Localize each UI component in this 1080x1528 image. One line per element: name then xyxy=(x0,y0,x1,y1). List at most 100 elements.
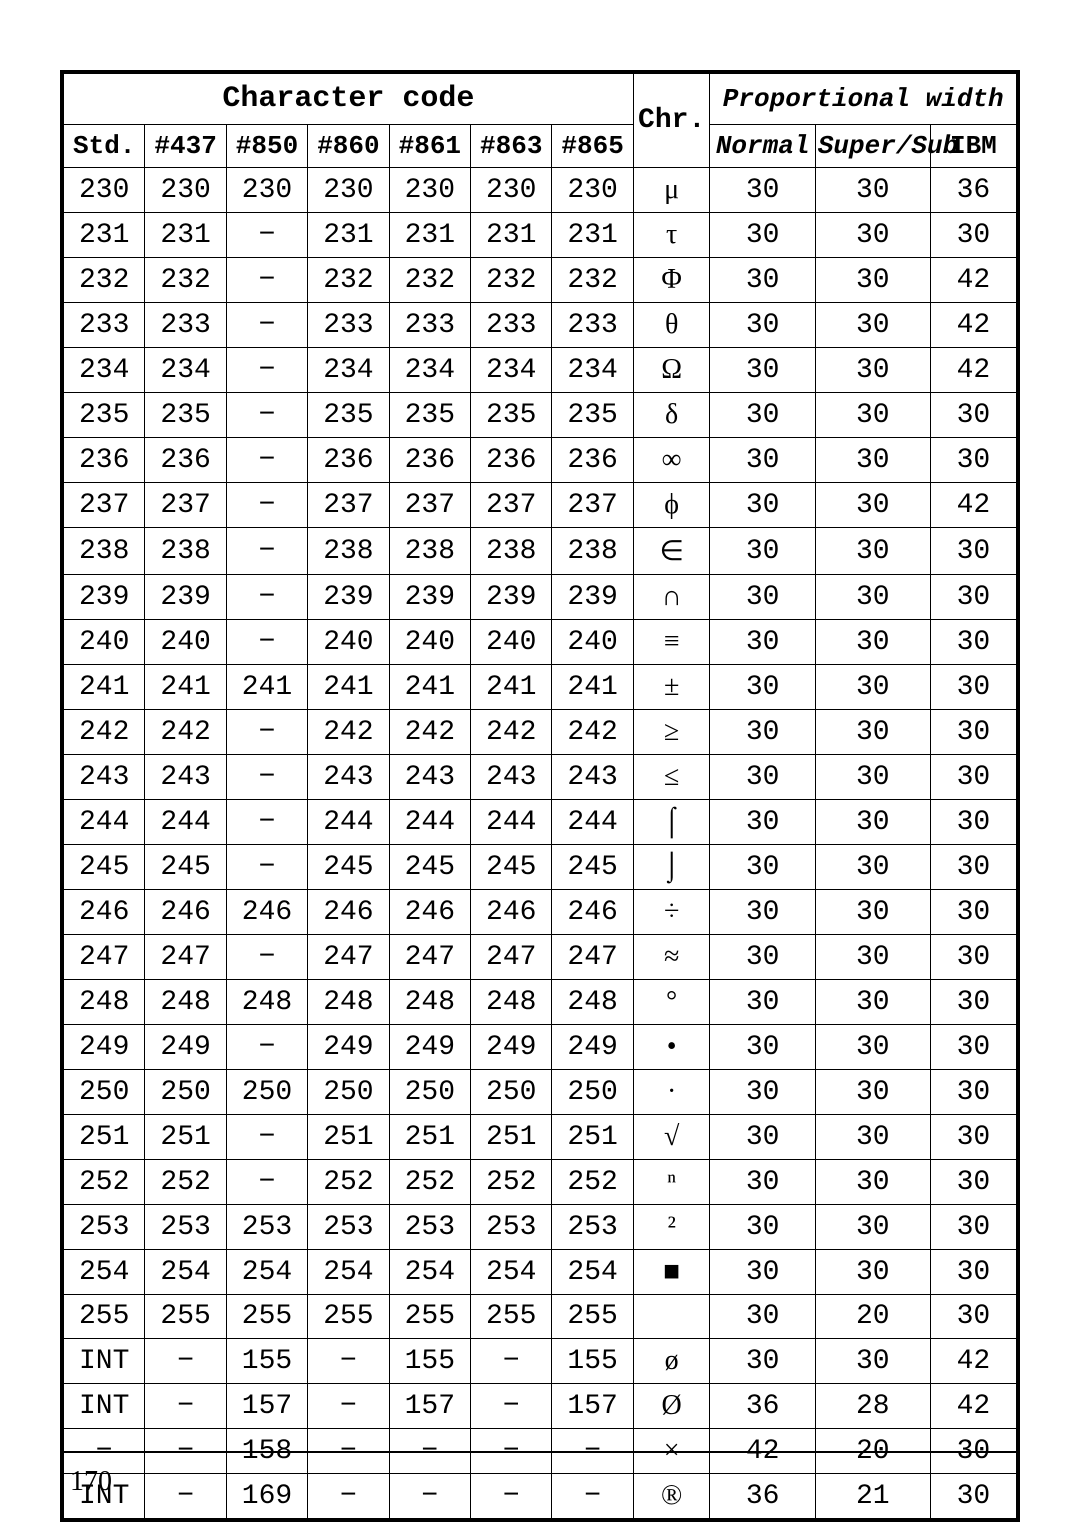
cell-ss: 30 xyxy=(815,620,930,665)
cell-ss: 30 xyxy=(815,1070,930,1115)
cell-c860: 240 xyxy=(308,620,389,665)
cell-c860: 255 xyxy=(308,1295,389,1339)
cell-c437: 234 xyxy=(145,348,226,393)
cell-ss: 30 xyxy=(815,710,930,755)
cell-ss: 30 xyxy=(815,980,930,1025)
table-row: INT−169−−−−®362130 xyxy=(64,1474,1017,1519)
cell-ibm: 30 xyxy=(930,1115,1016,1160)
cell-c865: 254 xyxy=(552,1250,633,1295)
cell-c863: 250 xyxy=(471,1070,552,1115)
cell-c861: 241 xyxy=(389,665,470,710)
cell-chr: ± xyxy=(633,665,710,710)
cell-c861: 245 xyxy=(389,845,470,890)
table-row: 238238−238238238238∈303030 xyxy=(64,528,1017,575)
cell-chr: · xyxy=(633,1070,710,1115)
cell-chr: ÷ xyxy=(633,890,710,935)
cell-ss: 30 xyxy=(815,303,930,348)
cell-normal: 30 xyxy=(710,1205,815,1250)
cell-c437: − xyxy=(145,1384,226,1429)
cell-ss: 28 xyxy=(815,1384,930,1429)
cell-c865: 236 xyxy=(552,438,633,483)
cell-c863: 246 xyxy=(471,890,552,935)
col-437: #437 xyxy=(145,125,226,168)
character-code-table: Character code Chr. Proportional width S… xyxy=(63,73,1017,1519)
cell-chr: ∞ xyxy=(633,438,710,483)
cell-c850: − xyxy=(226,935,307,980)
cell-c850: 254 xyxy=(226,1250,307,1295)
cell-c850: 241 xyxy=(226,665,307,710)
cell-chr: ∈ xyxy=(633,528,710,575)
cell-c437: 232 xyxy=(145,258,226,303)
cell-c865: 243 xyxy=(552,755,633,800)
cell-ibm: 30 xyxy=(930,665,1016,710)
cell-normal: 30 xyxy=(710,348,815,393)
cell-c865: 238 xyxy=(552,528,633,575)
cell-c861: 236 xyxy=(389,438,470,483)
cell-c861: 253 xyxy=(389,1205,470,1250)
cell-c863: − xyxy=(471,1474,552,1519)
cell-chr: δ xyxy=(633,393,710,438)
cell-ibm: 30 xyxy=(930,213,1016,258)
table-row: 234234−234234234234Ω303042 xyxy=(64,348,1017,393)
cell-std: 230 xyxy=(64,168,145,213)
cell-ss: 30 xyxy=(815,1160,930,1205)
cell-normal: 30 xyxy=(710,620,815,665)
col-861: #861 xyxy=(389,125,470,168)
cell-c437: 239 xyxy=(145,575,226,620)
cell-c861: 235 xyxy=(389,393,470,438)
cell-c437: 248 xyxy=(145,980,226,1025)
cell-std: 236 xyxy=(64,438,145,483)
cell-c863: − xyxy=(471,1384,552,1429)
cell-ss: 30 xyxy=(815,1205,930,1250)
cell-c850: 155 xyxy=(226,1339,307,1384)
cell-chr: ° xyxy=(633,980,710,1025)
cell-normal: 30 xyxy=(710,1295,815,1339)
cell-c863: 248 xyxy=(471,980,552,1025)
cell-normal: 30 xyxy=(710,1160,815,1205)
cell-chr: ² xyxy=(633,1205,710,1250)
cell-ss: 30 xyxy=(815,213,930,258)
cell-normal: 30 xyxy=(710,483,815,528)
cell-c863: 249 xyxy=(471,1025,552,1070)
cell-c865: 155 xyxy=(552,1339,633,1384)
cell-std: 240 xyxy=(64,620,145,665)
cell-chr: ■ xyxy=(633,1250,710,1295)
cell-std: 234 xyxy=(64,348,145,393)
cell-c860: 234 xyxy=(308,348,389,393)
header-chr: Chr. xyxy=(633,74,710,168)
cell-c860: 232 xyxy=(308,258,389,303)
cell-ss: 30 xyxy=(815,755,930,800)
cell-ibm: 30 xyxy=(930,890,1016,935)
cell-c865: 232 xyxy=(552,258,633,303)
col-850: #850 xyxy=(226,125,307,168)
cell-c850: − xyxy=(226,1115,307,1160)
table-row: 241241241241241241241±303030 xyxy=(64,665,1017,710)
table-row: 247247−247247247247≈303030 xyxy=(64,935,1017,980)
table-row: 239239−239239239239∩303030 xyxy=(64,575,1017,620)
cell-c865: 252 xyxy=(552,1160,633,1205)
cell-c863: 235 xyxy=(471,393,552,438)
cell-normal: 30 xyxy=(710,393,815,438)
cell-chr: ϕ xyxy=(633,483,710,528)
cell-c850: − xyxy=(226,393,307,438)
cell-ss: 30 xyxy=(815,483,930,528)
cell-c850: 255 xyxy=(226,1295,307,1339)
cell-c861: 234 xyxy=(389,348,470,393)
cell-c861: 155 xyxy=(389,1339,470,1384)
cell-c437: 247 xyxy=(145,935,226,980)
cell-c861: 255 xyxy=(389,1295,470,1339)
cell-c865: − xyxy=(552,1474,633,1519)
cell-c437: 252 xyxy=(145,1160,226,1205)
cell-chr: ≥ xyxy=(633,710,710,755)
cell-c861: 232 xyxy=(389,258,470,303)
cell-ibm: 30 xyxy=(930,1474,1016,1519)
cell-ss: 30 xyxy=(815,393,930,438)
cell-c861: 240 xyxy=(389,620,470,665)
cell-c860: 247 xyxy=(308,935,389,980)
page-rule xyxy=(60,1451,1020,1453)
cell-c860: 235 xyxy=(308,393,389,438)
cell-ss: 30 xyxy=(815,258,930,303)
cell-c860: 238 xyxy=(308,528,389,575)
cell-c437: 236 xyxy=(145,438,226,483)
cell-c863: 234 xyxy=(471,348,552,393)
